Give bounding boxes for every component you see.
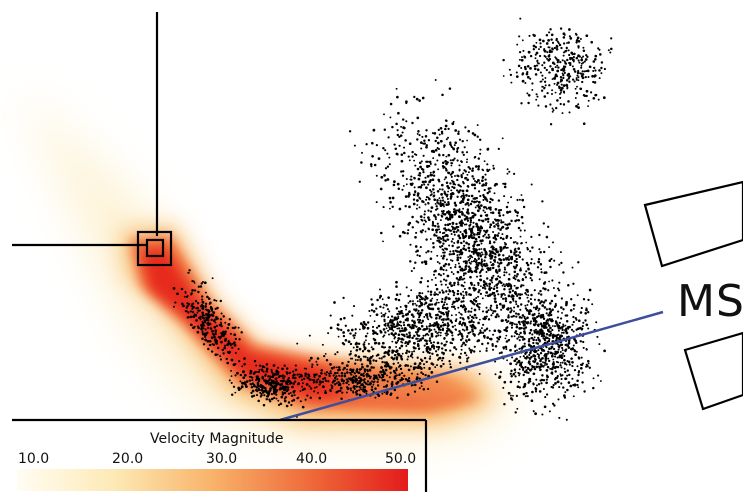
particle-cloud [172, 17, 613, 421]
legend-tick-label: 10.0 [18, 451, 50, 467]
legend-tick-label: 20.0 [112, 451, 144, 467]
legend-tick-label: 30.0 [206, 451, 238, 467]
legend-colorbar [17, 469, 408, 491]
legend-tick-label: 50.0 [385, 451, 417, 467]
lower-box-outline [683, 331, 743, 411]
ms-structure-label: MS [677, 276, 743, 327]
structure-outlines [12, 12, 743, 411]
velocity-field [20, 90, 520, 440]
legend-frame [12, 418, 428, 492]
legend-title: Velocity Magnitude [150, 431, 284, 447]
upper-box-outline [643, 180, 743, 268]
legend-tick-label: 40.0 [296, 451, 328, 467]
ms-indicator-line [279, 310, 664, 422]
inner-square-outline [145, 238, 165, 258]
outer-square-outline [136, 230, 173, 267]
